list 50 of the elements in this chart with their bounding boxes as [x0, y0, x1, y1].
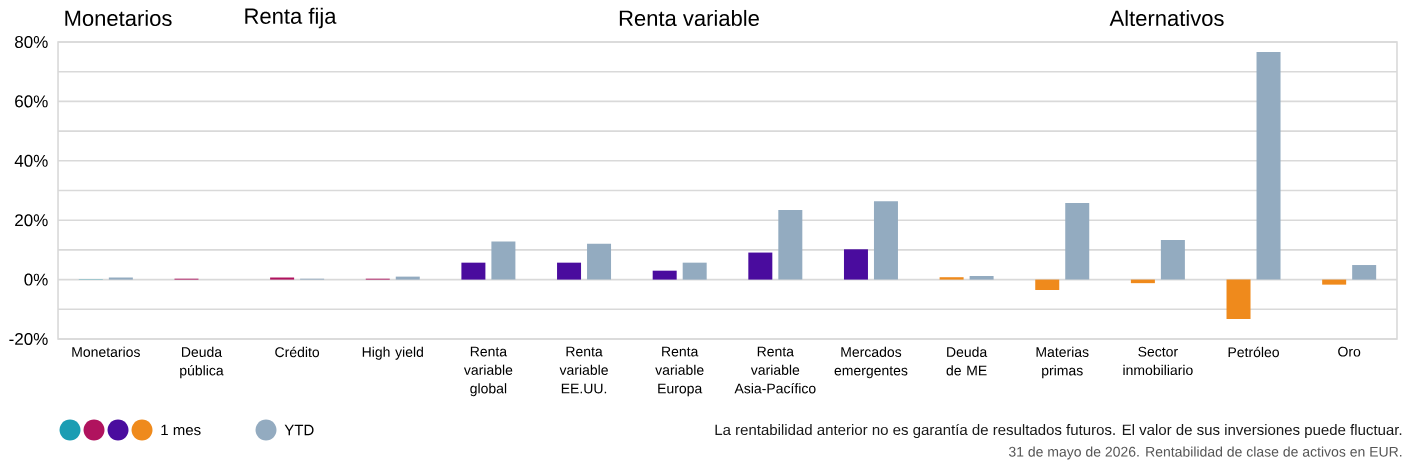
- legend-label: 1 mes: [161, 424, 201, 436]
- x-tick-label: Mercados emergentes: [834, 346, 908, 379]
- bar: [1035, 279, 1060, 290]
- bar: [873, 201, 898, 280]
- bar: [1322, 279, 1347, 285]
- x-tick-label: Petróleo: [1228, 346, 1279, 358]
- bar: [1226, 279, 1251, 320]
- x-tick-label: Renta variable global: [463, 346, 513, 397]
- legend-label: YTD: [284, 424, 314, 436]
- x-tick-label: Monetarios: [72, 346, 140, 357]
- bar: [1256, 52, 1281, 280]
- bar: [939, 277, 964, 280]
- bar: [1065, 202, 1090, 280]
- text: Renta fija: [245, 7, 337, 29]
- x-tick-label: Materias primas: [1036, 346, 1089, 379]
- bar: [108, 277, 133, 280]
- x-tick-label: Oro: [1338, 346, 1361, 357]
- text: 31 de mayo de 2026. Rentabilidad de clase de activos en EUR.: [1008, 446, 1402, 460]
- bar: [652, 270, 677, 280]
- y-tick-label: 20%: [15, 214, 48, 227]
- text: Monetarios: [65, 9, 172, 27]
- bar: [969, 276, 994, 280]
- text: La rentabilidad anterior no es garantía de resultados futuros. El valor de sus inversiones puede fluctuar.: [715, 423, 1402, 439]
- x-tick-label: High yield: [362, 346, 423, 360]
- bar: [491, 241, 516, 280]
- x-tick-label: Sector inmobiliario: [1123, 346, 1193, 376]
- bar: [778, 210, 803, 280]
- x-tick-label: Deuda de ME: [946, 346, 988, 376]
- bar: [395, 276, 420, 280]
- bar: [461, 262, 486, 280]
- bar: [682, 262, 707, 280]
- x-tick-label: Deuda pública: [180, 346, 224, 379]
- bar: [1352, 265, 1377, 280]
- y-tick-label: 60%: [15, 95, 48, 108]
- bar: [557, 262, 582, 280]
- bar: [843, 249, 868, 280]
- bar: [1160, 240, 1185, 280]
- text: Renta variable: [619, 9, 759, 27]
- x-tick-label: Crédito: [275, 346, 320, 358]
- x-tick-label: Renta variable EE.UU.: [559, 346, 608, 394]
- x-tick-label: Renta variable Asia-Pacífico: [734, 346, 816, 394]
- bar: [270, 277, 295, 280]
- bar: [748, 252, 773, 280]
- text: Alternativos: [1109, 9, 1224, 27]
- y-tick-label: 80%: [15, 35, 48, 49]
- y-tick-label: 0%: [24, 273, 48, 286]
- y-tick-label: 40%: [14, 154, 48, 167]
- bar: [587, 243, 612, 280]
- y-tick-label: -20%: [9, 332, 48, 346]
- x-tick-label: Renta variable Europa: [655, 346, 704, 397]
